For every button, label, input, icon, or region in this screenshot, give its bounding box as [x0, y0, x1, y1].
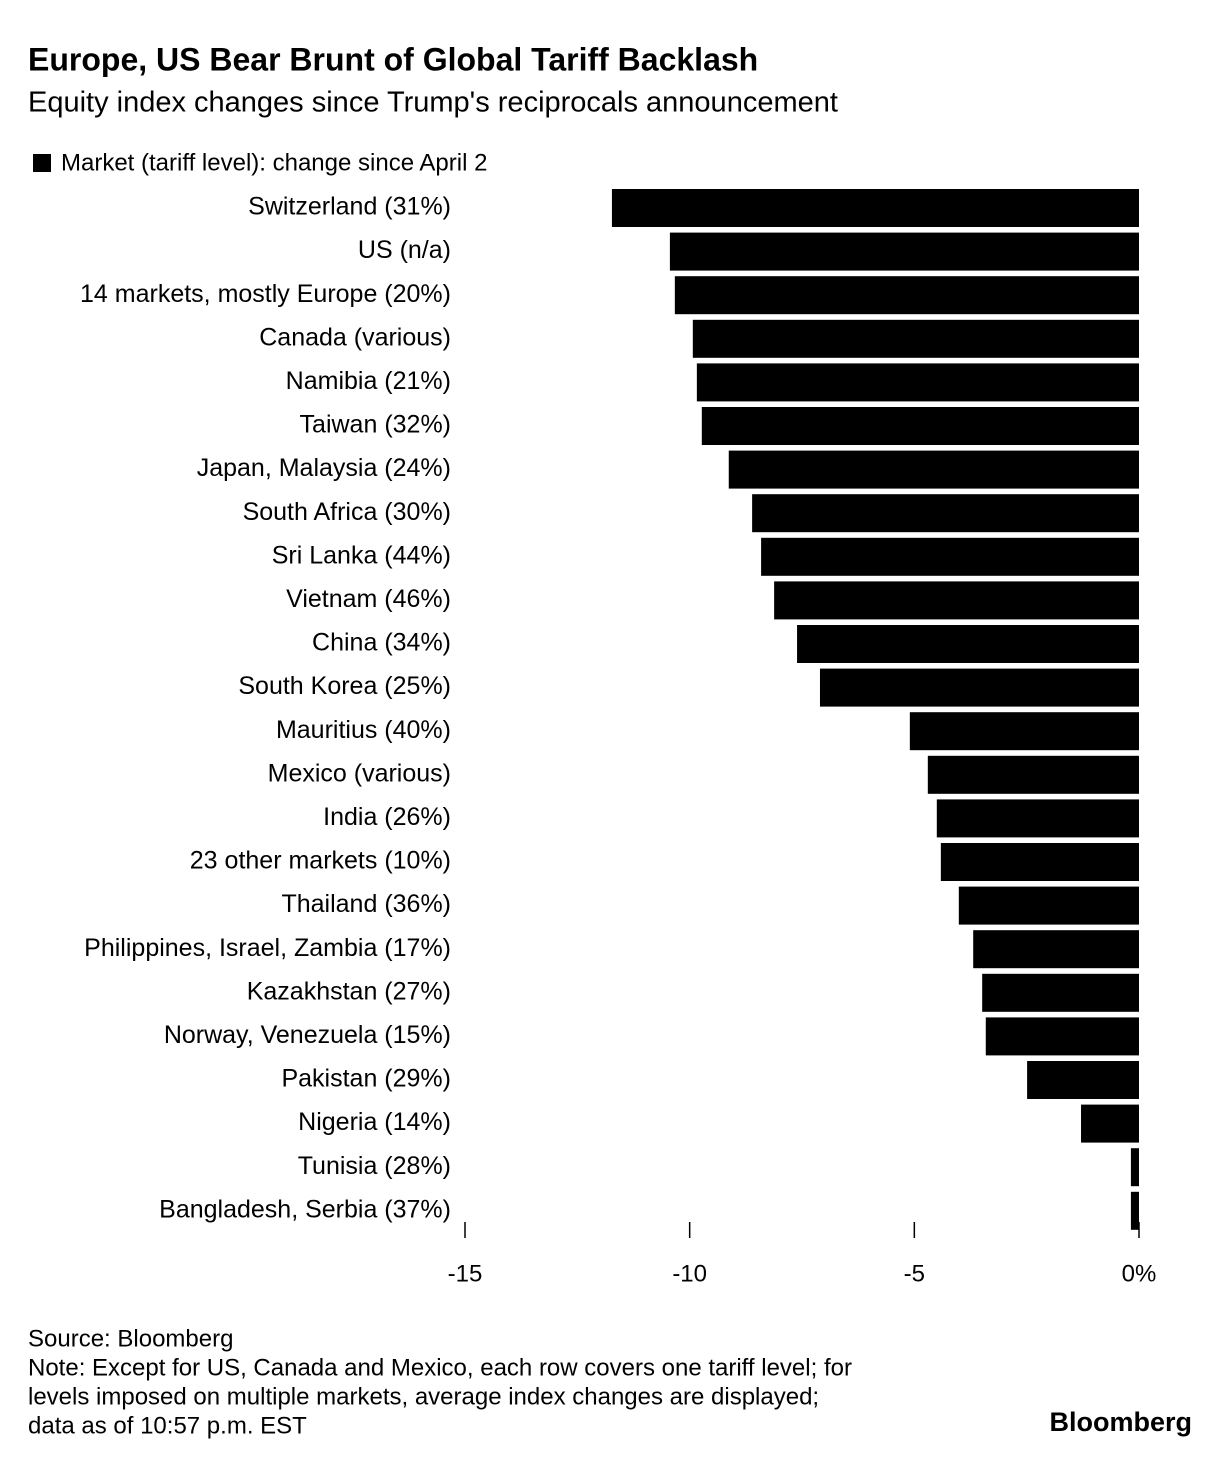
y-tick-label: Sri Lanka (44%): [272, 541, 451, 569]
y-tick-label: Switzerland (31%): [248, 193, 451, 221]
legend-label: Market (tariff level): change since Apri…: [61, 149, 487, 176]
bar: [985, 1017, 1139, 1056]
y-tick-label: Norway, Venezuela (15%): [164, 1021, 451, 1049]
source: Source: Bloomberg: [28, 1325, 233, 1352]
bar: [728, 450, 1139, 489]
x-tick-label: -10: [672, 1260, 707, 1287]
bar: [1027, 1061, 1139, 1099]
y-tick-label: Bangladesh, Serbia (37%): [159, 1195, 451, 1223]
bar: [692, 319, 1139, 358]
y-tick-label: China (34%): [312, 629, 451, 657]
legend-swatch: [33, 154, 51, 172]
bar: [973, 930, 1139, 969]
y-tick-label: Taiwan (32%): [300, 411, 451, 439]
chart-title: Europe, US Bear Brunt of Global Tariff B…: [28, 41, 758, 77]
y-tick-label: Mexico (various): [268, 759, 451, 787]
bar: [982, 973, 1139, 1012]
y-tick-label: Vietnam (46%): [286, 585, 451, 613]
y-tick-label: US (n/a): [358, 236, 451, 264]
y-tick-label: 23 other markets (10%): [190, 847, 451, 875]
y-tick-label: Kazakhstan (27%): [247, 977, 451, 1005]
brand: Bloomberg: [1049, 1407, 1192, 1437]
chart-subtitle: Equity index changes since Trump's recip…: [28, 87, 838, 119]
bar: [774, 581, 1139, 620]
x-tick-label: -5: [904, 1260, 925, 1287]
y-tick-label: Thailand (36%): [281, 890, 451, 918]
y-tick-label: Tunisia (28%): [298, 1152, 451, 1180]
bar: [761, 537, 1139, 576]
y-tick-label: Namibia (21%): [286, 367, 451, 395]
y-tick-label: Japan, Malaysia (24%): [197, 454, 451, 482]
bar: [669, 232, 1139, 271]
bar: [909, 712, 1139, 751]
bar: [940, 843, 1139, 881]
y-tick-label: Pakistan (29%): [281, 1065, 451, 1093]
note: Note: Except for US, Canada and Mexico, …: [28, 1354, 852, 1381]
bar: [797, 625, 1139, 663]
bar: [1081, 1104, 1139, 1143]
bar: [958, 886, 1139, 925]
bar: [701, 407, 1139, 445]
bar: [611, 189, 1139, 227]
y-tick-label: Nigeria (14%): [298, 1108, 451, 1136]
bar: [674, 276, 1139, 315]
y-tick-label: South Africa (30%): [243, 498, 451, 526]
y-tick-label: Canada (various): [259, 323, 451, 351]
bar: [752, 494, 1139, 533]
bar: [819, 668, 1139, 707]
bar: [936, 799, 1139, 838]
x-tick-label: 0%: [1122, 1260, 1157, 1287]
y-tick-label: 14 markets, mostly Europe (20%): [80, 280, 451, 308]
x-tick-label: -15: [448, 1260, 483, 1287]
y-tick-label: India (26%): [323, 803, 451, 831]
note: levels imposed on multiple markets, aver…: [28, 1383, 819, 1410]
bar: [1130, 1148, 1139, 1187]
bar: [696, 363, 1139, 402]
bar: [1130, 1191, 1139, 1230]
y-tick-label: Mauritius (40%): [276, 716, 451, 744]
y-tick-label: Philippines, Israel, Zambia (17%): [84, 934, 451, 962]
bar: [927, 755, 1139, 794]
y-tick-label: South Korea (25%): [238, 672, 451, 700]
note: data as of 10:57 p.m. EST: [28, 1412, 307, 1439]
